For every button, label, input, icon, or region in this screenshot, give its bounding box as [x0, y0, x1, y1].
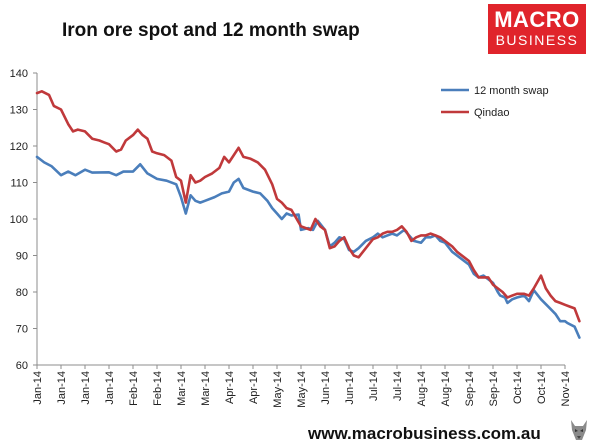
- y-tick-label: 80: [16, 287, 28, 299]
- x-tick-label: Nov-14: [560, 371, 572, 406]
- x-tick-label: Oct-14: [536, 371, 548, 404]
- y-tick-label: 130: [10, 105, 28, 117]
- chart-series: [37, 91, 579, 337]
- y-tick-label: 140: [10, 68, 28, 80]
- chart-legend: 12 month swap Qindao: [441, 85, 549, 119]
- website-url: www.macrobusiness.com.au: [308, 424, 541, 444]
- legend-label-1: Qindao: [474, 107, 509, 119]
- x-tick-label: Mar-14: [200, 371, 212, 406]
- x-tick-label: Jan-14: [80, 371, 92, 405]
- x-tick-label: May-14: [296, 371, 308, 408]
- y-tick-label: 90: [16, 251, 28, 263]
- x-tick-label: Sep-14: [464, 371, 476, 406]
- x-tick-label: Oct-14: [512, 371, 524, 404]
- y-axis-ticks: 60 70 80 90 100 110 120 130 140: [10, 68, 37, 372]
- y-tick-label: 60: [16, 360, 28, 372]
- x-tick-label: Jun-14: [344, 371, 356, 405]
- y-tick-label: 120: [10, 141, 28, 153]
- x-tick-label: Sep-14: [488, 371, 500, 406]
- x-axis-ticks: Jan-14 Jan-14 Jan-14 Jan-14 Feb-14 Feb-14 Mar-…: [32, 365, 572, 408]
- x-tick-label: Jul-14: [368, 371, 380, 401]
- series-line-1: [37, 91, 579, 321]
- x-tick-label: Jul-14: [392, 371, 404, 401]
- legend-label-0: 12 month swap: [474, 85, 549, 97]
- x-tick-label: Feb-14: [152, 371, 164, 406]
- x-tick-label: Aug-14: [416, 371, 428, 406]
- x-tick-label: Apr-14: [248, 371, 260, 404]
- y-tick-label: 100: [10, 214, 28, 226]
- x-tick-label: Jan-14: [104, 371, 116, 405]
- x-tick-label: May-14: [272, 371, 284, 408]
- x-tick-label: Jun-14: [320, 371, 332, 405]
- y-tick-label: 110: [10, 178, 28, 190]
- x-tick-label: Feb-14: [128, 371, 140, 406]
- x-tick-label: Apr-14: [224, 371, 236, 404]
- wolf-logo-icon: [568, 418, 590, 442]
- x-tick-label: Mar-14: [176, 371, 188, 406]
- x-tick-label: Jan-14: [56, 371, 68, 405]
- series-line-0: [37, 157, 579, 338]
- x-tick-label: Jan-14: [32, 371, 44, 405]
- x-tick-label: Aug-14: [440, 371, 452, 406]
- y-tick-label: 70: [16, 324, 28, 336]
